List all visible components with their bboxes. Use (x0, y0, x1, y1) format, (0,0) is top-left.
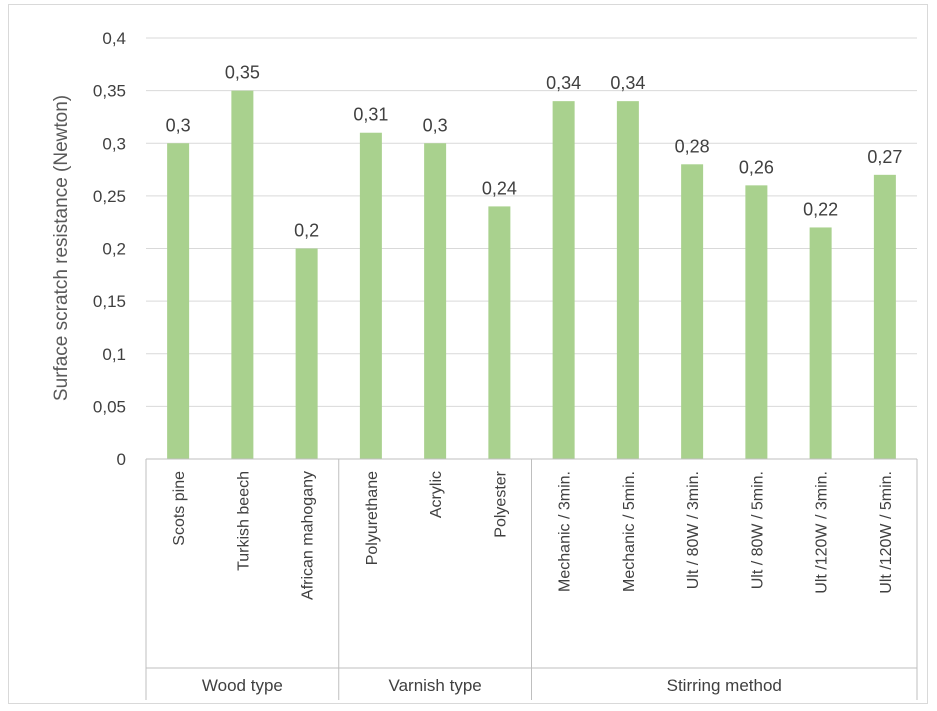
data-label: 0,22 (803, 199, 838, 219)
category-label: Ult /120W / 3min. (814, 471, 831, 594)
category-label: Ult / 80W / 5min. (749, 471, 766, 589)
y-tick-label: 0,1 (102, 345, 126, 364)
y-tick-label: 0,05 (93, 397, 126, 416)
bar (745, 185, 768, 459)
group-label: Wood type (202, 676, 283, 695)
data-label: 0,31 (353, 105, 388, 125)
y-axis-title: Surface scratch resistance (Newton) (51, 95, 72, 401)
data-label: 0,3 (423, 115, 448, 135)
y-tick-label: 0,3 (102, 134, 126, 153)
bar (488, 206, 511, 459)
category-label: Scots pine (171, 471, 188, 546)
data-label: 0,24 (482, 178, 517, 198)
category-label: African mahogany (300, 471, 317, 600)
bar (424, 143, 447, 459)
y-tick-label: 0,4 (102, 29, 126, 48)
y-tick-label: 0,25 (93, 187, 126, 206)
category-label: Polyester (492, 470, 509, 537)
data-label: 0,27 (867, 147, 902, 167)
data-label: 0,34 (546, 73, 581, 93)
bars (167, 90, 896, 460)
gridlines (146, 37, 917, 407)
data-label: 0,3 (166, 115, 191, 135)
x-axis: Scots pine Turkish beech African mahogany P… (145, 458, 918, 700)
bar (167, 143, 190, 459)
data-label: 0,34 (610, 73, 645, 93)
y-tick-label: 0,35 (93, 82, 126, 101)
bar (616, 101, 639, 460)
y-tick-label: 0,15 (93, 292, 126, 311)
category-label: Polyurethane (364, 471, 381, 565)
category-label: Acrylic (428, 471, 445, 518)
y-axis-ticks: 0 0,05 0,1 0,15 0,2 0,25 0,3 0,35 0,4 (93, 29, 126, 469)
group-label: Stirring method (667, 676, 782, 695)
category-label: Turkish beech (235, 471, 252, 571)
y-tick-label: 0,2 (102, 240, 126, 259)
category-label: Mechanic / 5min. (621, 471, 638, 592)
data-label: 0,35 (225, 63, 260, 83)
category-label: Ult /120W / 5min. (878, 471, 895, 594)
group-label: Varnish type (389, 676, 482, 695)
bar (681, 164, 704, 460)
bar (231, 90, 254, 459)
data-label: 0,26 (739, 157, 774, 177)
data-labels: 0,3 0,35 0,2 0,31 0,3 0,24 0,34 0,34 0,28 0,26 0,2… (166, 63, 903, 241)
bar (809, 227, 832, 459)
category-label: Ult / 80W / 3min. (685, 471, 702, 589)
data-label: 0,28 (675, 136, 710, 156)
bar (873, 174, 896, 459)
bar (295, 248, 318, 459)
bar (359, 132, 382, 459)
bar (552, 101, 575, 460)
data-label: 0,2 (294, 221, 319, 241)
y-tick-label: 0 (117, 450, 126, 469)
category-label: Mechanic / 3min. (557, 471, 574, 592)
